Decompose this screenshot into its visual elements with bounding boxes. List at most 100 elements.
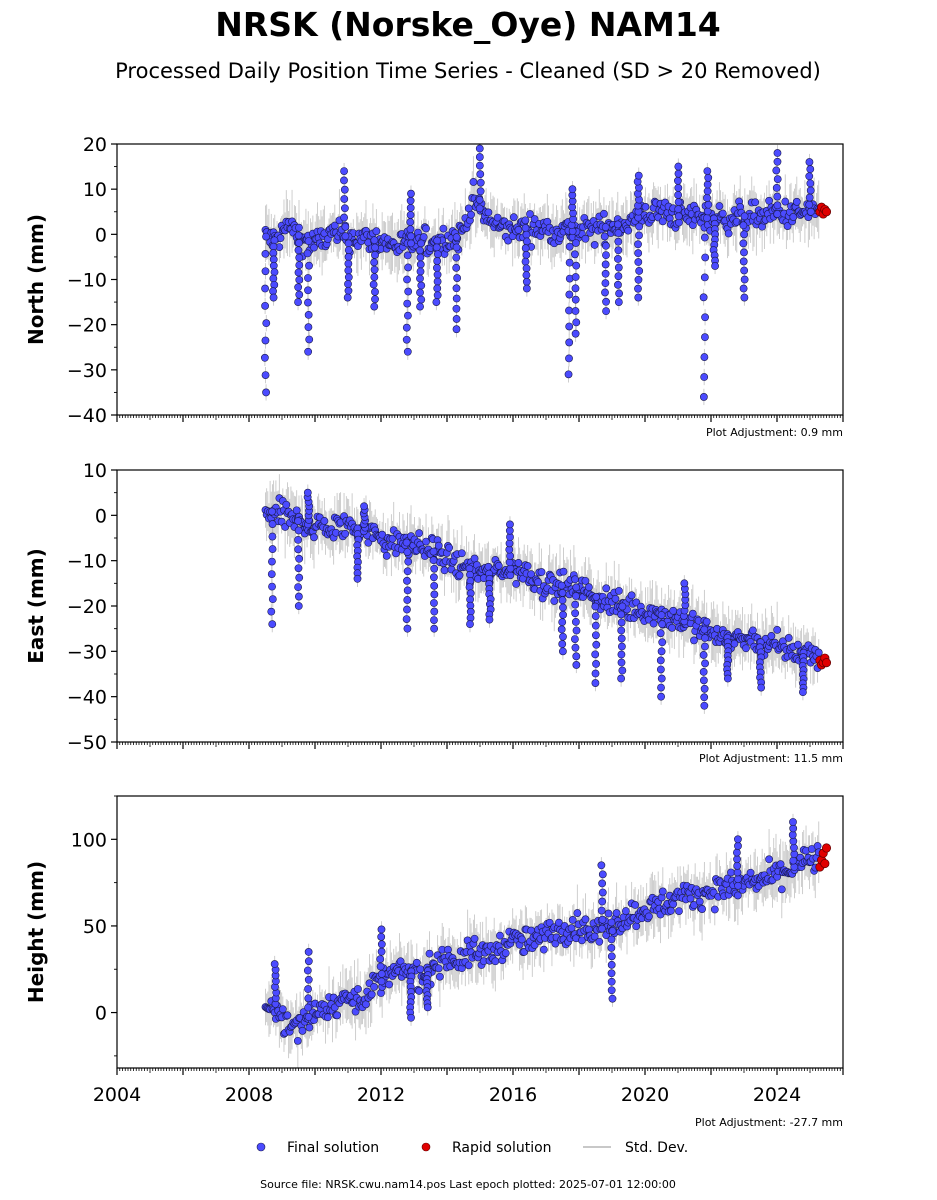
final-solution-point [615,586,623,595]
final-solution-spike-point [674,183,683,192]
final-solution-outlier-point [268,520,277,528]
final-solution-outlier-point [572,318,581,327]
plot-area [261,474,832,714]
final-solution-outlier-point [433,236,442,245]
final-solution-outlier-point [260,353,269,362]
final-solution-outlier-point [402,615,411,623]
final-solution-outlier-point [614,272,623,281]
final-solution-spike-point [475,195,484,204]
final-solution-spike-point [303,488,312,497]
final-solution-points [261,488,823,710]
final-solution-point [298,1026,307,1035]
final-solution-spike-point [340,176,348,185]
y-tick-label: −40 [67,405,107,427]
final-solution-point [632,922,641,931]
final-solution-outlier-point [430,590,439,599]
final-solution-spike-point [773,149,782,157]
final-solution-point [494,561,503,570]
final-solution-spike-point [703,207,712,216]
final-solution-outlier-point [617,658,626,667]
final-solution-outlier-point [634,240,642,249]
final-solution-point [496,931,504,940]
final-solution-point [293,1036,302,1045]
plot-area [261,813,832,1068]
final-solution-spike-point [506,520,514,529]
final-solution-outlier-point [522,284,531,293]
final-solution-outlier-point [294,602,303,610]
final-solution-spike-point [377,977,386,986]
final-solution-point [794,640,802,649]
final-solution-outlier-point [607,986,616,995]
final-solution-point [422,224,430,233]
legend-final-label: Final solution [287,1140,379,1156]
final-solution-spike-point [304,985,312,993]
final-solution-outlier-point [657,683,665,692]
final-solution-point [514,226,523,234]
final-solution-point [526,210,534,218]
final-solution-point [323,1013,332,1022]
final-solution-outlier-point [701,634,709,642]
final-solution-outlier-point [433,250,442,259]
x-axis: 2004 2008 2012 2016 2020 2024 [93,1068,844,1106]
final-solution-outlier-point [614,298,623,306]
final-solution-outlier-point [403,576,411,585]
final-solution-spike-point [406,196,415,205]
final-solution-point [310,243,318,252]
final-solution-point [645,912,653,921]
final-solution-point [509,213,518,222]
final-solution-outlier-point [592,593,601,601]
final-solution-outlier-point [565,258,574,267]
final-solution-point [527,570,536,579]
final-solution-outlier-point [294,526,303,535]
final-solution-outlier-point [430,624,439,633]
y-axis: 10 0 −10 −20 −30 −40 −50 [67,460,117,754]
final-solution-outlier-point [452,243,461,252]
final-solution-spike-point [475,144,484,153]
final-solution-point [581,576,590,585]
final-solution-spike-point [598,897,607,906]
y-tick-label: −40 [67,687,107,709]
final-solution-outlier-point [700,233,709,242]
rapid-solution-point [821,207,832,217]
final-solution-point [455,571,464,580]
final-solution-outlier-point [305,261,313,270]
final-solution-spike-point [340,185,349,194]
final-solution-spike-point [634,171,643,180]
final-solution-outlier-point [304,286,312,295]
final-solution-point [521,216,530,225]
final-solution-outlier-point [416,288,424,297]
final-solution-point [777,885,786,894]
final-solution-point [688,609,697,618]
final-solution-outlier-point [268,582,276,591]
final-solution-outlier-point [522,251,531,259]
final-solution-spike-point [598,924,606,933]
final-solution-outlier-point [404,557,413,566]
final-solution-spike-point [406,203,415,212]
final-solution-outlier-point [344,246,353,255]
final-solution-outlier-point [699,393,708,401]
final-solution-outlier-point [294,583,303,592]
final-solution-outlier-point [295,573,304,582]
y-tick-label: 0 [95,224,107,246]
final-solution-point [434,541,443,550]
final-solution-point [581,234,590,243]
final-solution-point [675,907,683,915]
final-solution-outlier-point [617,626,626,635]
final-solution-spike-point [789,818,797,826]
final-solution-point [457,549,466,558]
final-solution-spike-point [806,186,815,195]
final-solution-spike-point [805,193,814,202]
final-solution-outlier-point [658,638,667,647]
final-solution-outlier-point [572,592,580,600]
final-solution-point [501,949,510,957]
final-solution-outlier-point [591,612,600,620]
final-solution-points [260,144,823,401]
final-solution-point [464,961,473,970]
final-solution-outlier-point [404,263,413,272]
final-solution-outlier-point [618,642,626,651]
final-solution-outlier-point [430,573,438,582]
final-solution-point [539,945,548,954]
y-tick-label: 0 [95,505,107,527]
x-axis [116,742,844,749]
